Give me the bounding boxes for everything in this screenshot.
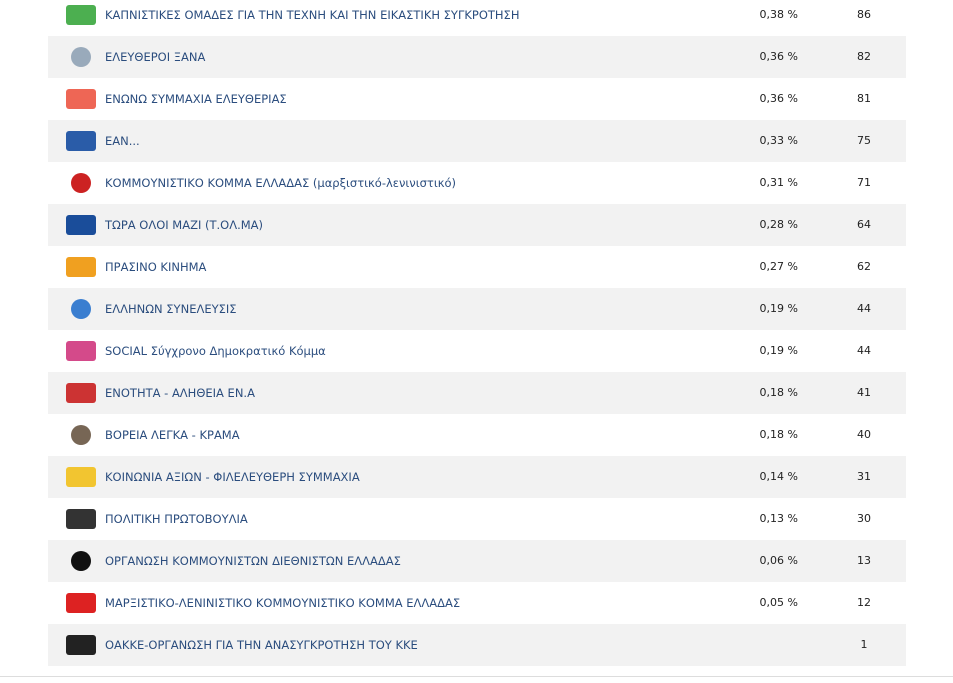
- result-row: ΠΟΛΙΤΙΚΗ ΠΡΩΤΟΒΟΥΛΙΑ 0,13 % 30: [48, 498, 906, 540]
- divider: [0, 676, 953, 677]
- vote-percent: 0,05 %: [759, 596, 798, 609]
- result-row: ΚΟΙΝΩΝΙΑ ΑΞΙΩΝ - ΦΙΛΕΛΕΥΘΕΡΗ ΣΥΜΜΑΧΙΑ 0,1…: [48, 456, 906, 498]
- party-name[interactable]: ΕΑΝ...: [105, 134, 140, 148]
- vote-count: 82: [857, 50, 871, 63]
- party-name[interactable]: ΤΩΡΑ ΟΛΟΙ ΜΑΖΙ (Τ.ΟΛ.ΜΑ): [105, 218, 264, 232]
- result-row: ΒΟΡΕΙΑ ΛΕΓΚΑ - ΚΡΑΜΑ 0,18 % 40: [48, 414, 906, 456]
- result-row: ΕΛΛΗΝΩΝ ΣΥΝΕΛΕΥΣΙΣ 0,19 % 44: [48, 288, 906, 330]
- party-logo: [66, 89, 96, 109]
- party-name[interactable]: ΚΑΠΝΙΣΤΙΚΕΣ ΟΜΑΔΕΣ ΓΙΑ ΤΗΝ ΤΕΧΝΗ ΚΑΙ ΤΗΝ…: [105, 8, 520, 22]
- party-name[interactable]: SOCIAL Σύγχρονο Δημοκρατικό Κόμμα: [105, 344, 326, 358]
- party-logo: [71, 173, 91, 193]
- party-logo: [66, 5, 96, 25]
- party-name[interactable]: ΚΟΜΜΟΥΝΙΣΤΙΚΟ ΚΟΜΜΑ ΕΛΛΑΔΑΣ (μαρξιστικό-…: [105, 176, 457, 190]
- party-name[interactable]: ΒΟΡΕΙΑ ΛΕΓΚΑ - ΚΡΑΜΑ: [105, 428, 240, 442]
- result-row: ΚΑΠΝΙΣΤΙΚΕΣ ΟΜΑΔΕΣ ΓΙΑ ΤΗΝ ΤΕΧΝΗ ΚΑΙ ΤΗΝ…: [48, 0, 906, 36]
- vote-percent: 0,28 %: [759, 218, 798, 231]
- vote-count: 86: [857, 8, 871, 21]
- vote-percent: 0,13 %: [759, 512, 798, 525]
- party-name[interactable]: ΕΛΕΥΘΕΡΟΙ ΞΑΝΑ: [105, 50, 206, 64]
- party-logo: [71, 47, 91, 67]
- vote-count: 13: [857, 554, 871, 567]
- party-name[interactable]: ΠΡΑΣΙΝΟ ΚΙΝΗΜΑ: [105, 260, 207, 274]
- party-logo: [66, 131, 96, 151]
- party-name[interactable]: ΕΛΛΗΝΩΝ ΣΥΝΕΛΕΥΣΙΣ: [105, 302, 237, 316]
- party-name[interactable]: ΜΑΡΞΙΣΤΙΚΟ-ΛΕΝΙΝΙΣΤΙΚΟ ΚΟΜΜΟΥΝΙΣΤΙΚΟ ΚΟΜ…: [105, 596, 461, 610]
- vote-count: 81: [857, 92, 871, 105]
- vote-count: 41: [857, 386, 871, 399]
- party-name[interactable]: ΟΡΓΑΝΩΣΗ ΚΟΜΜΟΥΝΙΣΤΩΝ ΔΙΕΘΝΙΣΤΩΝ ΕΛΛΑΔΑΣ: [105, 554, 401, 568]
- party-logo: [71, 551, 91, 571]
- party-logo: [66, 383, 96, 403]
- results-table: ΚΑΠΝΙΣΤΙΚΕΣ ΟΜΑΔΕΣ ΓΙΑ ΤΗΝ ΤΕΧΝΗ ΚΑΙ ΤΗΝ…: [48, 0, 906, 666]
- party-logo: [66, 215, 96, 235]
- vote-percent: 0,33 %: [759, 134, 798, 147]
- result-row: ΟΡΓΑΝΩΣΗ ΚΟΜΜΟΥΝΙΣΤΩΝ ΔΙΕΘΝΙΣΤΩΝ ΕΛΛΑΔΑΣ…: [48, 540, 906, 582]
- party-logo: [66, 467, 96, 487]
- party-logo: [66, 341, 96, 361]
- party-logo: [66, 635, 96, 655]
- result-row: ΜΑΡΞΙΣΤΙΚΟ-ΛΕΝΙΝΙΣΤΙΚΟ ΚΟΜΜΟΥΝΙΣΤΙΚΟ ΚΟΜ…: [48, 582, 906, 624]
- party-logo: [66, 257, 96, 277]
- vote-percent: 0,36 %: [759, 50, 798, 63]
- vote-percent: 0,19 %: [759, 344, 798, 357]
- party-name[interactable]: ΕΝΟΤΗΤΑ - ΑΛΗΘΕΙΑ ΕΝ.Α: [105, 386, 255, 400]
- vote-percent: 0,38 %: [759, 8, 798, 21]
- vote-percent: 0,14 %: [759, 470, 798, 483]
- vote-percent: 0,18 %: [759, 428, 798, 441]
- party-logo: [71, 425, 91, 445]
- result-row: ΕΑΝ... 0,33 % 75: [48, 120, 906, 162]
- vote-percent: 0,18 %: [759, 386, 798, 399]
- party-name[interactable]: ΕΝΩΝΩ ΣΥΜΜΑΧΙΑ ΕΛΕΥΘΕΡΙΑΣ: [105, 92, 287, 106]
- result-row: ΕΛΕΥΘΕΡΟΙ ΞΑΝΑ 0,36 % 82: [48, 36, 906, 78]
- vote-count: 1: [860, 638, 868, 651]
- vote-percent: 0,06 %: [759, 554, 798, 567]
- result-row: ΠΡΑΣΙΝΟ ΚΙΝΗΜΑ 0,27 % 62: [48, 246, 906, 288]
- vote-count: 40: [857, 428, 871, 441]
- result-row: ΤΩΡΑ ΟΛΟΙ ΜΑΖΙ (Τ.ΟΛ.ΜΑ) 0,28 % 64: [48, 204, 906, 246]
- vote-count: 75: [857, 134, 871, 147]
- vote-percent: 0,19 %: [759, 302, 798, 315]
- result-row: SOCIAL Σύγχρονο Δημοκρατικό Κόμμα 0,19 % 4…: [48, 330, 906, 372]
- party-name[interactable]: ΚΟΙΝΩΝΙΑ ΑΞΙΩΝ - ΦΙΛΕΛΕΥΘΕΡΗ ΣΥΜΜΑΧΙΑ: [105, 470, 360, 484]
- vote-count: 71: [857, 176, 871, 189]
- party-logo: [66, 509, 96, 529]
- vote-count: 44: [857, 302, 871, 315]
- vote-percent: 0,36 %: [759, 92, 798, 105]
- vote-count: 31: [857, 470, 871, 483]
- party-logo: [71, 299, 91, 319]
- result-row: ΚΟΜΜΟΥΝΙΣΤΙΚΟ ΚΟΜΜΑ ΕΛΛΑΔΑΣ (μαρξιστικό-…: [48, 162, 906, 204]
- party-logo: [66, 593, 96, 613]
- vote-count: 62: [857, 260, 871, 273]
- vote-percent: 0,27 %: [759, 260, 798, 273]
- party-name[interactable]: ΟΑΚΚΕ-ΟΡΓΑΝΩΣΗ ΓΙΑ ΤΗΝ ΑΝΑΣΥΓΚΡΟΤΗΣΗ ΤΟΥ…: [105, 638, 418, 652]
- vote-count: 44: [857, 344, 871, 357]
- vote-count: 30: [857, 512, 871, 525]
- vote-count: 64: [857, 218, 871, 231]
- party-name[interactable]: ΠΟΛΙΤΙΚΗ ΠΡΩΤΟΒΟΥΛΙΑ: [105, 512, 248, 526]
- vote-percent: 0,31 %: [759, 176, 798, 189]
- vote-count: 12: [857, 596, 871, 609]
- result-row: ΕΝΟΤΗΤΑ - ΑΛΗΘΕΙΑ ΕΝ.Α 0,18 % 41: [48, 372, 906, 414]
- result-row: ΕΝΩΝΩ ΣΥΜΜΑΧΙΑ ΕΛΕΥΘΕΡΙΑΣ 0,36 % 81: [48, 78, 906, 120]
- result-row: ΟΑΚΚΕ-ΟΡΓΑΝΩΣΗ ΓΙΑ ΤΗΝ ΑΝΑΣΥΓΚΡΟΤΗΣΗ ΤΟΥ…: [48, 624, 906, 666]
